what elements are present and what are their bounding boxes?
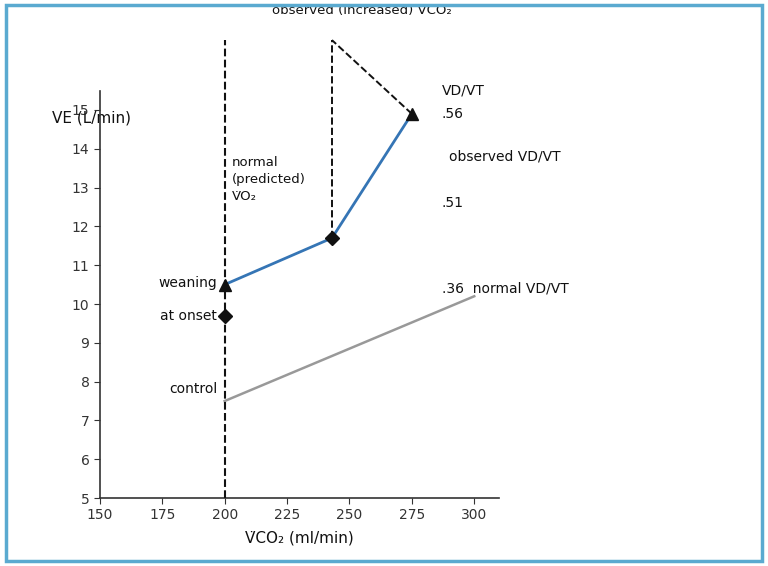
Text: .51: .51 <box>442 196 464 210</box>
Text: control: control <box>169 383 217 396</box>
Y-axis label: VE (L/min): VE (L/min) <box>52 111 131 126</box>
Text: at onset: at onset <box>161 308 217 323</box>
Text: weaning: weaning <box>158 276 217 290</box>
Text: observed (increased) V̇CO₂: observed (increased) V̇CO₂ <box>272 4 452 17</box>
Text: VD/VT: VD/VT <box>442 84 485 97</box>
Text: normal
(predicted)
V̇O₂: normal (predicted) V̇O₂ <box>232 156 306 203</box>
X-axis label: V̇CO₂ (ml/min): V̇CO₂ (ml/min) <box>245 531 354 546</box>
Text: observed VD/VT: observed VD/VT <box>449 149 561 164</box>
Text: .36  normal VD/VT: .36 normal VD/VT <box>442 281 568 295</box>
Text: .56: .56 <box>442 107 464 121</box>
